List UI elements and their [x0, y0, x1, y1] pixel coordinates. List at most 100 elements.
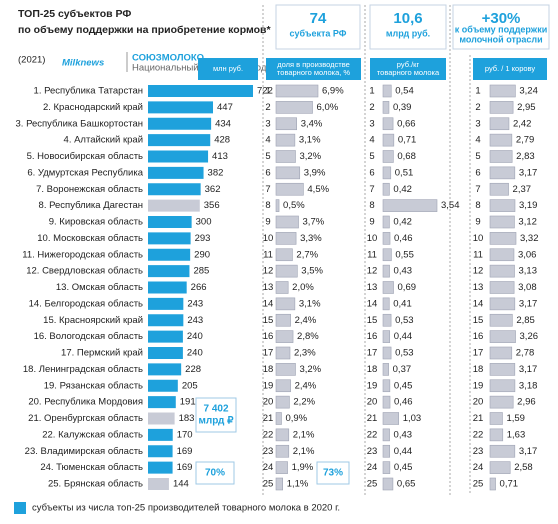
bar	[489, 101, 514, 114]
bar	[489, 133, 513, 147]
bar	[382, 248, 392, 262]
annotation-text: млрд ₽	[198, 416, 234, 427]
bar	[148, 101, 214, 114]
rank: 1	[369, 86, 374, 97]
value-label: 0,42	[393, 184, 412, 195]
rank: 13	[263, 282, 274, 293]
bar	[489, 346, 513, 360]
value-label: 434	[215, 118, 231, 129]
rank: 7	[265, 184, 270, 195]
annotation-box	[316, 461, 350, 485]
bar	[489, 150, 513, 163]
column-header-text: товарного молока, %	[277, 68, 350, 77]
value-label: 2,83	[516, 151, 535, 162]
bar	[382, 199, 438, 212]
bar	[148, 297, 184, 310]
rank: 22	[473, 429, 484, 440]
value-label: 3,54	[441, 200, 460, 211]
rank: 21	[367, 413, 378, 424]
rank: 3	[475, 118, 480, 129]
bar	[382, 444, 391, 458]
annotation-text: 73%	[323, 468, 343, 479]
rank: 9	[475, 217, 480, 228]
region-label: 12. Свердловская область	[26, 266, 143, 277]
bar	[489, 166, 516, 180]
value-label: 243	[187, 298, 203, 309]
bar	[382, 182, 390, 196]
value-label: 0,46	[394, 397, 413, 408]
bar	[148, 265, 190, 278]
column-header-text: млн руб.	[213, 64, 243, 73]
rank: 2	[475, 102, 480, 113]
bar	[275, 363, 296, 376]
rank: 16	[473, 331, 484, 342]
region-label: 6. Удмуртская Республика	[27, 167, 143, 178]
rank: 19	[263, 380, 274, 391]
kpi-label: к объему поддержки	[455, 24, 547, 34]
rank: 6	[265, 167, 270, 178]
region-label: 4. Алтайский край	[64, 135, 143, 146]
bar	[489, 297, 516, 311]
rank: 10	[263, 233, 274, 244]
bar	[382, 461, 391, 474]
rank: 14	[473, 298, 484, 309]
region-label: 19. Рязанская область	[44, 380, 143, 391]
value-label: 3,4%	[301, 118, 323, 129]
separators	[262, 5, 471, 495]
annotation-box	[195, 461, 235, 485]
value-label: 6,9%	[322, 86, 344, 97]
rank: 18	[263, 364, 274, 375]
region-label: 2. Краснодарский край	[43, 102, 143, 113]
region-label: 23. Владимирская область	[25, 446, 143, 457]
rank: 19	[473, 380, 484, 391]
bar	[382, 379, 391, 393]
rank: 13	[473, 282, 484, 293]
region-label: 21. Оренбургская область	[28, 413, 143, 424]
rank: 17	[473, 348, 484, 359]
rank: 22	[263, 429, 274, 440]
bar	[275, 215, 299, 229]
value-label: 362	[205, 184, 221, 195]
value-label: 2,95	[517, 102, 536, 113]
bar	[148, 281, 187, 294]
bar	[148, 412, 175, 425]
value-label: 0,46	[394, 233, 413, 244]
rank: 25	[473, 479, 484, 490]
kpi-label: молочной отрасли	[459, 34, 542, 44]
region-label: 1. Республика Татарстан	[34, 86, 143, 97]
bar	[489, 363, 516, 376]
rank: 4	[475, 135, 480, 146]
value-label: 6,0%	[317, 102, 339, 113]
rank: 2	[265, 102, 270, 113]
rank: 25	[263, 479, 274, 490]
bar	[382, 264, 390, 278]
bar	[489, 199, 516, 212]
rank: 2	[369, 102, 374, 113]
rank: 6	[475, 167, 480, 178]
bar	[275, 346, 291, 360]
value-label: 382	[208, 167, 224, 178]
kpi-label: млрд руб.	[386, 28, 430, 38]
value-label: 3,17	[519, 298, 538, 309]
annotation-text: 70%	[205, 468, 225, 479]
rank: 12	[473, 266, 484, 277]
value-label: 3,08	[518, 282, 537, 293]
region-label: 14. Белгородская область	[29, 298, 143, 309]
bar	[489, 330, 516, 343]
title-line: ТОП-25 субъектов РФ	[18, 8, 131, 20]
rank: 11	[263, 249, 273, 260]
value-label: 300	[196, 217, 212, 228]
bar	[489, 444, 516, 458]
region-label: 13. Омская область	[56, 282, 143, 293]
rank: 19	[367, 380, 378, 391]
bar	[489, 412, 503, 425]
kpi-value: +30%	[482, 10, 521, 27]
bar	[148, 330, 183, 343]
bar	[275, 412, 282, 425]
value-label: 240	[187, 348, 203, 359]
value-label: 293	[195, 233, 211, 244]
bar	[382, 232, 391, 245]
value-label: 1,1%	[287, 479, 309, 490]
value-label: 0,65	[397, 479, 416, 490]
rank: 24	[263, 462, 274, 473]
